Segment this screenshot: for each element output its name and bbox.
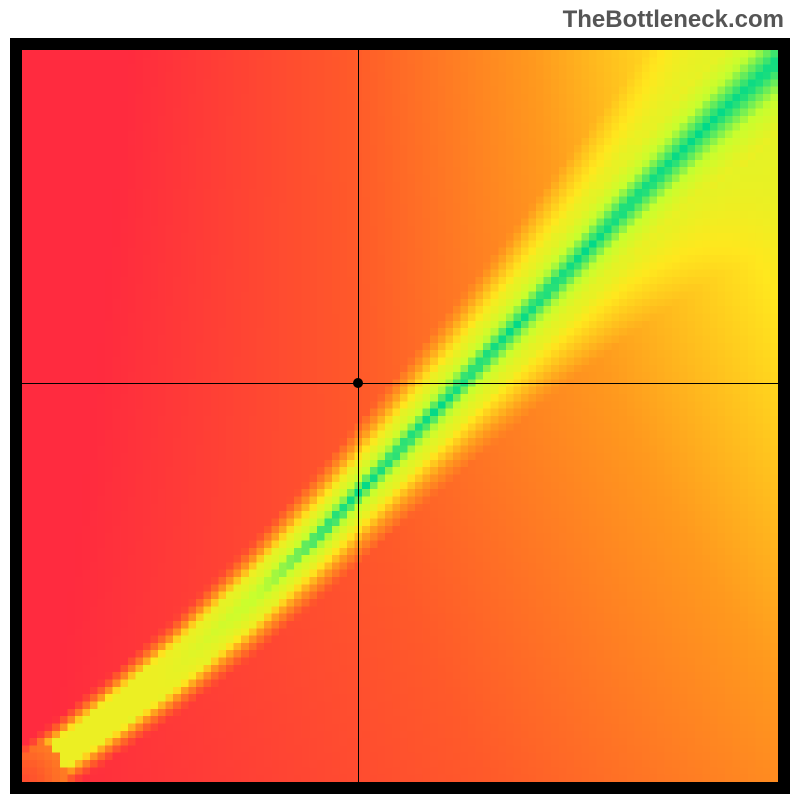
heatmap-canvas-wrap xyxy=(22,50,778,782)
heatmap-canvas xyxy=(22,50,778,782)
watermark-text: TheBottleneck.com xyxy=(563,6,784,34)
crosshair-vertical xyxy=(358,50,359,782)
figure-root: TheBottleneck.com xyxy=(0,0,800,800)
crosshair-marker-dot xyxy=(353,378,363,388)
crosshair-horizontal xyxy=(22,383,778,384)
